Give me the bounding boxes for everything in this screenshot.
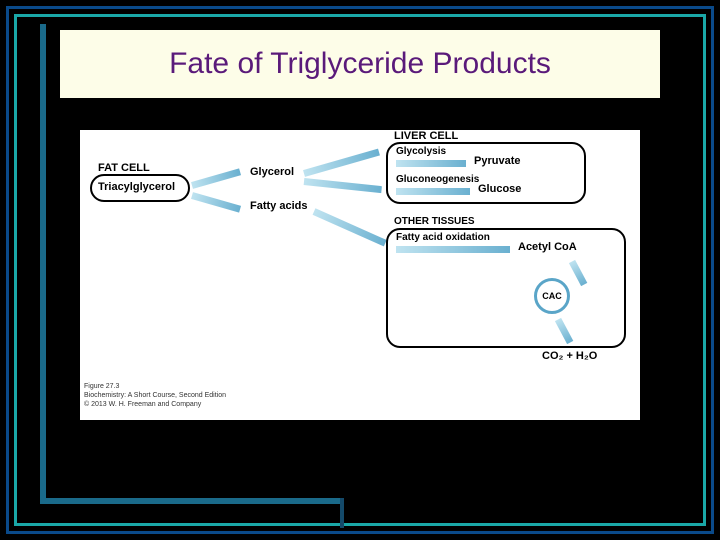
- arrow-gluconeo: [396, 188, 470, 195]
- arrow-fa-fao: [313, 208, 387, 246]
- cac-node: CAC: [534, 278, 570, 314]
- caption-line2: Biochemistry: A Short Course, Second Edi…: [84, 391, 226, 400]
- frame-bottom-accent: [40, 498, 340, 504]
- pyruvate-label: Pyruvate: [474, 155, 520, 167]
- other-tissues-header: OTHER TISSUES: [394, 216, 475, 227]
- arrow-glycerol-glycolysis: [303, 149, 380, 177]
- gluconeogenesis-label: Gluconeogenesis: [396, 174, 479, 185]
- arrow-fao: [396, 246, 510, 253]
- fao-label: Fatty acid oxidation: [396, 232, 490, 243]
- arrow-tag-glycerol: [191, 168, 241, 189]
- title-bar: Fate of Triglyceride Products: [60, 30, 660, 98]
- slide-background: Fate of Triglyceride Products FAT CELL T…: [0, 0, 720, 540]
- co2-h2o-label: CO₂ + H₂O: [542, 350, 597, 362]
- figure-caption: Figure 27.3 Biochemistry: A Short Course…: [84, 382, 226, 409]
- diagram-area: FAT CELL Triacylglycerol Glycerol Fatty …: [80, 130, 640, 420]
- liver-cell-header: LIVER CELL: [394, 130, 458, 142]
- cac-label: CAC: [542, 291, 562, 301]
- glycerol-label: Glycerol: [250, 166, 294, 178]
- fatty-acids-label: Fatty acids: [250, 200, 307, 212]
- arrow-glycolysis: [396, 160, 466, 167]
- acetyl-coa-label: Acetyl CoA: [518, 241, 577, 253]
- caption-line1: Figure 27.3: [84, 382, 226, 391]
- glucose-label: Glucose: [478, 183, 521, 195]
- frame-left-accent: [40, 24, 46, 504]
- fat-cell-header: FAT CELL: [98, 162, 150, 174]
- frame-midline: [340, 498, 344, 528]
- arrow-glycerol-gluconeo: [304, 178, 382, 193]
- glycolysis-label: Glycolysis: [396, 146, 446, 157]
- arrow-tag-fattyacids: [191, 192, 241, 213]
- slide-title: Fate of Triglyceride Products: [169, 47, 551, 81]
- caption-line3: © 2013 W. H. Freeman and Company: [84, 400, 226, 409]
- triacylglycerol-node: Triacylglycerol: [98, 181, 175, 193]
